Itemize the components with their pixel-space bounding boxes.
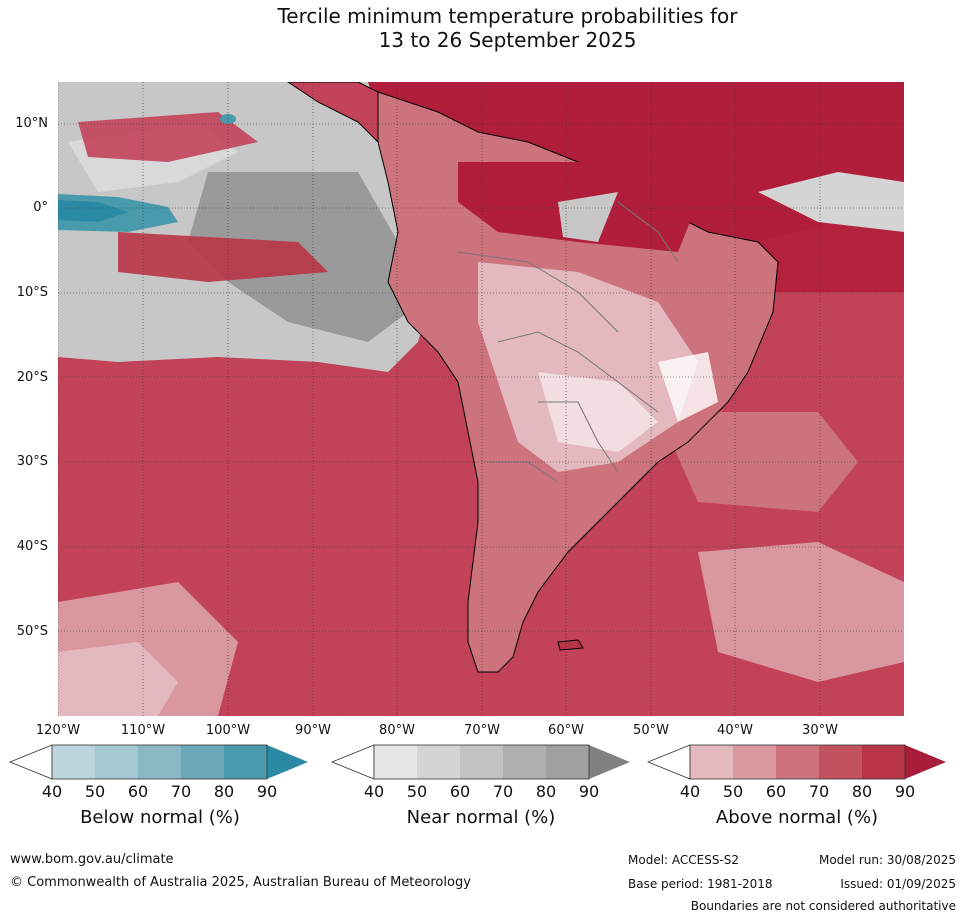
lat-label-50s: 50°S [16,624,48,639]
land-white-patch [658,352,718,422]
model-run-text: Model run: 30/08/2025 [818,853,956,867]
red-streak-1 [78,112,258,162]
cb-below-swatch-40-50 [52,745,95,779]
cb-near-swatch-60-70 [460,745,503,779]
cb-near-swatch-40-50 [374,745,417,779]
probability-map [58,82,904,716]
lon-label-90w: 90°W [295,723,331,738]
cb-above-tick: 80 [851,782,873,801]
copyright-text: © Commonwealth of Australia 2025, Austra… [10,875,471,890]
cb-above-tick: 60 [765,782,787,801]
cb-below-tick: 40 [41,782,63,801]
cb-above-outline [689,744,906,780]
atlantic-near-normal [758,172,904,232]
cb-near-swatch-70-80 [503,745,546,779]
bom-url-link[interactable]: www.bom.gov.au/climate [10,852,174,867]
lat-label-30s: 30°S [16,454,48,469]
title-line-1: Tercile minimum temperature probabilitie… [277,4,738,28]
lat-label-40s: 40°S [16,539,48,554]
cb-near-tick: 50 [406,782,428,801]
cb-near-lower-arrow [330,744,375,780]
falkland-islands [557,639,584,651]
lat-label-0: 0° [33,200,48,215]
cb-above-swatch-60-70 [776,745,819,779]
cb-above-swatch-70-80 [819,745,862,779]
atlantic-patch-2 [698,542,904,682]
cb-near-upper-arrow [589,745,630,779]
lon-label-40w: 40°W [717,723,753,738]
cb-near-outline [373,744,590,780]
cb-below-tick: 70 [170,782,192,801]
cb-above-swatch-80-90 [862,745,905,779]
map-title: Tercile minimum temperature probabilitie… [0,4,965,52]
cb-above-tick: 90 [894,782,916,801]
cb-near-tick: 70 [492,782,514,801]
country-borders [457,201,679,483]
base-period-text: Base period: 1981-2018 [628,877,773,891]
cb-above-upper-arrow [905,745,946,779]
lon-label-80w: 80°W [379,723,415,738]
caribbean-region [358,82,904,242]
cb-above-tick: 50 [722,782,744,801]
colorbar-near-normal [330,744,630,780]
cb-above-tick: 40 [679,782,701,801]
title-line-2: 13 to 26 September 2025 [378,28,637,52]
cb-below-swatch-50-60 [95,745,138,779]
cb-above-label: Above normal (%) [715,807,879,828]
lat-label-20s: 20°S [16,370,48,385]
cb-near-tick: 80 [535,782,557,801]
lat-label-10n: 10°N [15,116,48,131]
cb-below-label: Below normal (%) [80,807,240,828]
cb-below-outline [51,744,268,780]
lon-label-110w: 110°W [120,723,166,738]
cb-below-swatch-60-70 [138,745,181,779]
lon-label-30w: 30°W [802,723,838,738]
graticule [58,82,904,716]
cb-near-swatch-80-90 [546,745,589,779]
cb-above-swatch-40-50 [690,745,733,779]
cb-near-tick: 90 [578,782,600,801]
lon-label-50w: 50°W [633,723,669,738]
southwest-lighter [58,642,178,716]
disclaimer-text: Boundaries are not considered authoritat… [690,899,956,913]
cb-near-tick: 60 [449,782,471,801]
lon-label-70w: 70°W [464,723,500,738]
lon-label-120w: 120°W [35,723,81,738]
cb-below-swatch-70-80 [181,745,224,779]
colorbar-above-normal [646,744,946,780]
lat-label-10s: 10°S [16,285,48,300]
land-lightest [538,372,658,452]
lon-label-60w: 60°W [548,723,584,738]
cb-below-lower-arrow [8,744,53,780]
cb-below-tick: 50 [84,782,106,801]
lon-label-100w: 100°W [205,723,251,738]
cb-below-tick: 90 [256,782,278,801]
cb-above-swatch-50-60 [733,745,776,779]
central-america [287,82,379,144]
model-text: Model: ACCESS-S2 [628,853,740,867]
map-svg [58,82,904,716]
cb-below-tick: 80 [213,782,235,801]
cb-above-tick: 70 [808,782,830,801]
cb-below-upper-arrow [267,745,308,779]
colorbar-below-normal [8,744,308,780]
cb-near-label: Near normal (%) [406,807,556,828]
issued-text: Issued: 01/09/2025 [840,877,956,891]
cb-near-tick: 40 [363,782,385,801]
land-north-grey [558,192,618,242]
red-streak-2 [118,232,328,282]
cb-below-tick: 60 [127,782,149,801]
below-normal-core [58,200,128,222]
cb-above-lower-arrow [646,744,691,780]
cb-below-swatch-80-90 [224,745,267,779]
cb-near-swatch-50-60 [417,745,460,779]
